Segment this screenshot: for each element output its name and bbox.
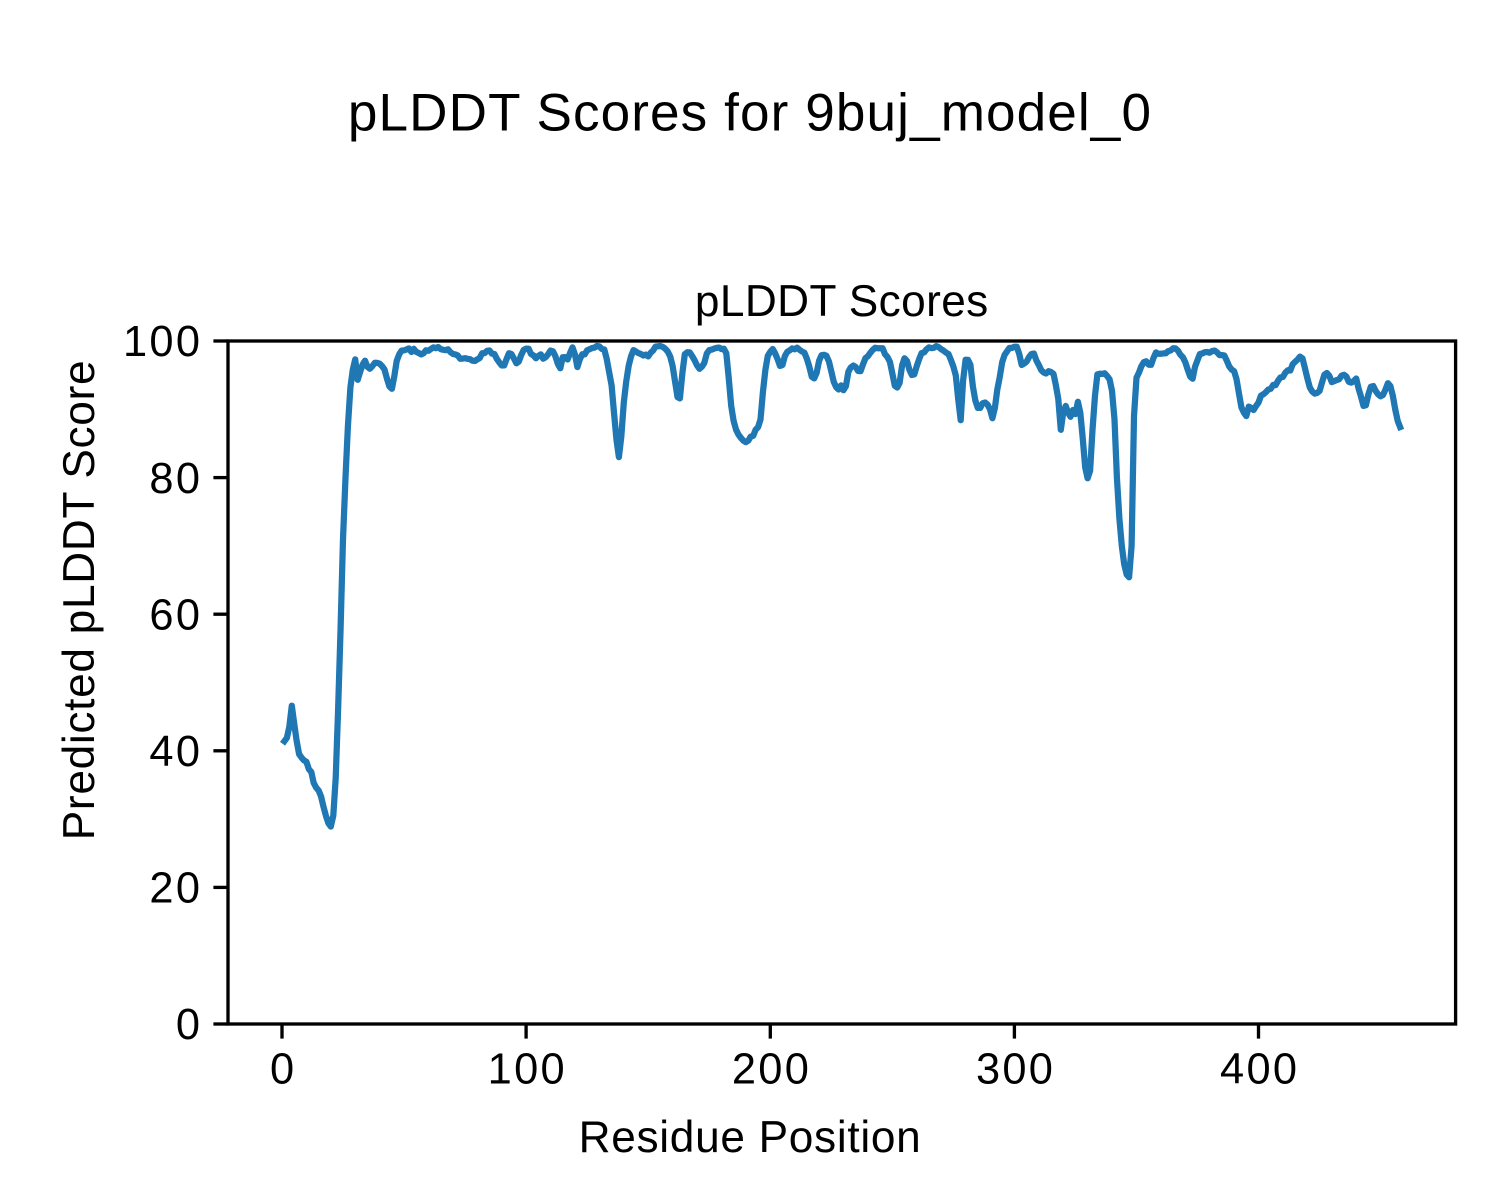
svg-text:Predicted pLDDT Score: Predicted pLDDT Score xyxy=(55,360,104,841)
svg-text:pLDDT Scores for 9buj_model_0: pLDDT Scores for 9buj_model_0 xyxy=(348,84,1152,143)
svg-text:80: 80 xyxy=(149,455,202,503)
svg-text:40: 40 xyxy=(149,728,202,776)
svg-text:300: 300 xyxy=(976,1046,1055,1094)
svg-text:60: 60 xyxy=(149,591,202,639)
svg-text:pLDDT Scores: pLDDT Scores xyxy=(695,277,989,326)
svg-text:0: 0 xyxy=(270,1046,296,1094)
svg-text:0: 0 xyxy=(176,1001,202,1049)
svg-text:100: 100 xyxy=(488,1046,567,1094)
svg-text:20: 20 xyxy=(149,865,202,913)
svg-text:Residue Position: Residue Position xyxy=(579,1113,922,1162)
svg-text:100: 100 xyxy=(123,318,202,366)
svg-text:400: 400 xyxy=(1220,1046,1299,1094)
svg-text:200: 200 xyxy=(732,1046,811,1094)
